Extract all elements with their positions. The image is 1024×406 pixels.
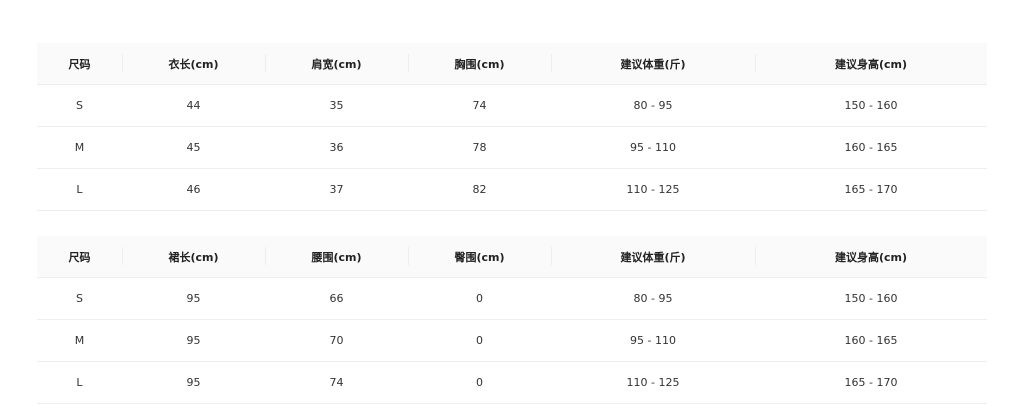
column-header: 裙长(cm) — [122, 236, 265, 278]
table-cell: 46 — [122, 168, 265, 211]
table-cell: 165 - 170 — [755, 361, 987, 404]
table-row: M 45 36 78 95 - 110 160 - 165 — [37, 126, 987, 169]
table-cell: M — [37, 319, 122, 362]
column-header: 尺码 — [37, 43, 122, 85]
column-header: 胸围(cm) — [408, 43, 551, 85]
table-row: L 46 37 82 110 - 125 165 - 170 — [37, 168, 987, 211]
column-header: 衣长(cm) — [122, 43, 265, 85]
table-cell: 37 — [265, 168, 408, 211]
table-cell: 0 — [408, 277, 551, 320]
table-cell: 95 — [122, 361, 265, 404]
table-cell: 110 - 125 — [551, 361, 755, 404]
table-cell: 0 — [408, 319, 551, 362]
skirt-size-table: 尺码 裙长(cm) 腰围(cm) 臀围(cm) 建议体重(斤) 建议身高(cm) S 95 6… — [37, 236, 987, 404]
table-cell: M — [37, 126, 122, 169]
column-header: 臀围(cm) — [408, 236, 551, 278]
table-cell: 0 — [408, 361, 551, 404]
column-header: 建议体重(斤) — [551, 43, 755, 85]
table-cell: S — [37, 84, 122, 127]
table-cell: 35 — [265, 84, 408, 127]
column-header: 腰围(cm) — [265, 236, 408, 278]
table-cell: 82 — [408, 168, 551, 211]
table-cell: 78 — [408, 126, 551, 169]
column-header: 建议身高(cm) — [755, 236, 987, 278]
column-header: 肩宽(cm) — [265, 43, 408, 85]
table-cell: S — [37, 277, 122, 320]
table-cell: 95 — [122, 277, 265, 320]
header-row: 尺码 衣长(cm) 肩宽(cm) 胸围(cm) 建议体重(斤) 建议身高(cm) — [37, 43, 987, 85]
table-cell: L — [37, 361, 122, 404]
table-cell: 44 — [122, 84, 265, 127]
table-row: S 44 35 74 80 - 95 150 - 160 — [37, 84, 987, 127]
table-cell: 95 - 110 — [551, 319, 755, 362]
table-cell: 74 — [265, 361, 408, 404]
table-cell: 150 - 160 — [755, 84, 987, 127]
column-header: 建议身高(cm) — [755, 43, 987, 85]
table-cell: 110 - 125 — [551, 168, 755, 211]
table-cell: 45 — [122, 126, 265, 169]
column-header: 尺码 — [37, 236, 122, 278]
table-cell: 160 - 165 — [755, 319, 987, 362]
top-size-table: 尺码 衣长(cm) 肩宽(cm) 胸围(cm) 建议体重(斤) 建议身高(cm) S 44 3… — [37, 43, 987, 211]
table-cell: L — [37, 168, 122, 211]
table-cell: 95 - 110 — [551, 126, 755, 169]
table-cell: 80 - 95 — [551, 84, 755, 127]
table-cell: 165 - 170 — [755, 168, 987, 211]
table-row: S 95 66 0 80 - 95 150 - 160 — [37, 277, 987, 320]
column-header: 建议体重(斤) — [551, 236, 755, 278]
table-cell: 95 — [122, 319, 265, 362]
table-row: M 95 70 0 95 - 110 160 - 165 — [37, 319, 987, 362]
table-cell: 66 — [265, 277, 408, 320]
table-row: L 95 74 0 110 - 125 165 - 170 — [37, 361, 987, 404]
table-cell: 36 — [265, 126, 408, 169]
table-cell: 150 - 160 — [755, 277, 987, 320]
header-row: 尺码 裙长(cm) 腰围(cm) 臀围(cm) 建议体重(斤) 建议身高(cm) — [37, 236, 987, 278]
table-cell: 74 — [408, 84, 551, 127]
table-cell: 80 - 95 — [551, 277, 755, 320]
table-cell: 70 — [265, 319, 408, 362]
table-cell: 160 - 165 — [755, 126, 987, 169]
